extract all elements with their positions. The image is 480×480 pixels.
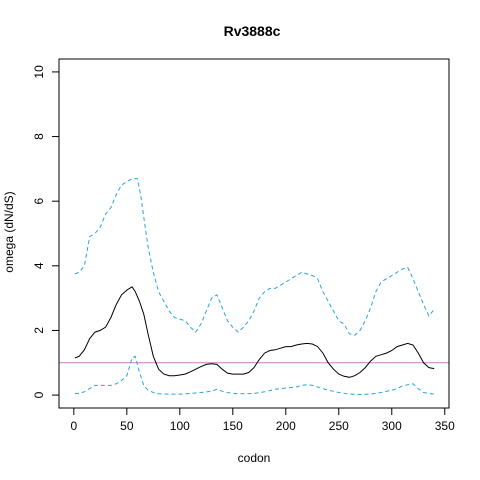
- y-tick-label: 0: [32, 391, 46, 398]
- x-tick-label: 50: [120, 419, 134, 433]
- y-tick-label: 6: [32, 198, 46, 205]
- chart-title: Rv3888c: [224, 23, 281, 39]
- x-tick-label: 300: [382, 419, 402, 433]
- x-tick-label: 200: [276, 419, 296, 433]
- upper-bound-series-line: [74, 178, 435, 336]
- x-axis-label: codon: [238, 451, 271, 465]
- y-tick-label: 8: [32, 133, 46, 140]
- x-tick-label: 350: [435, 419, 455, 433]
- y-tick-label: 4: [32, 262, 46, 269]
- omega-series-line: [74, 286, 435, 378]
- lower-bound-series-line: [74, 355, 435, 395]
- x-tick-label: 250: [329, 419, 349, 433]
- x-tick-label: 100: [170, 419, 190, 433]
- plot-frame: [58, 58, 450, 409]
- x-tick-label: 0: [70, 419, 77, 433]
- y-tick-label: 2: [32, 327, 46, 334]
- x-tick-label: 150: [223, 419, 243, 433]
- y-tick-label: 10: [32, 65, 46, 79]
- y-axis-label: omega (dN/dS): [2, 191, 16, 272]
